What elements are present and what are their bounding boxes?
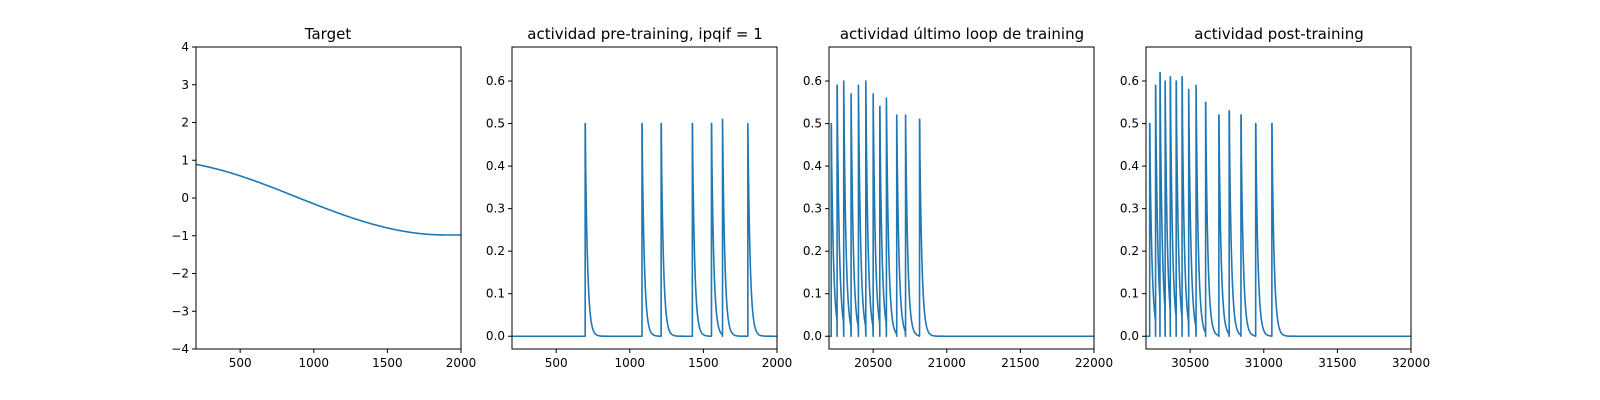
x-tick-label: 22000 bbox=[1075, 356, 1113, 370]
x-tick-label: 500 bbox=[545, 356, 568, 370]
y-tick-label: 3 bbox=[181, 78, 189, 92]
y-tick-label: 0.1 bbox=[486, 287, 505, 301]
panel-1-frame bbox=[195, 46, 462, 350]
y-tick-label: −1 bbox=[171, 229, 189, 243]
x-tick-label: 32000 bbox=[1392, 356, 1430, 370]
x-tick-label: 1500 bbox=[688, 356, 719, 370]
y-tick-label: 0 bbox=[181, 191, 189, 205]
y-tick-label: 0.0 bbox=[803, 329, 822, 343]
y-tick-label: 0.2 bbox=[1120, 244, 1139, 258]
series-line bbox=[511, 118, 778, 338]
x-tick-label: 1500 bbox=[372, 356, 403, 370]
x-tick-label: 30500 bbox=[1171, 356, 1209, 370]
y-tick-label: 0.4 bbox=[803, 159, 822, 173]
series-line bbox=[195, 163, 462, 236]
y-tick-label: 0.2 bbox=[486, 244, 505, 258]
panel-1: Target 500 1000 1500 2000 −4 −3 −2 −1 0 1 2 3 4 bbox=[171, 25, 476, 370]
panel-3-frame bbox=[828, 46, 1095, 350]
y-tick-label: 4 bbox=[181, 40, 189, 54]
x-tick-label: 500 bbox=[229, 356, 252, 370]
y-tick-label: 0.3 bbox=[1120, 202, 1139, 216]
x-tick-label: 1000 bbox=[299, 356, 330, 370]
y-tick-label: 0.0 bbox=[1120, 329, 1139, 343]
panel-2: actividad pre-training, ipqif = 1 500 100… bbox=[486, 25, 792, 370]
y-tick-label: 0.4 bbox=[1120, 159, 1139, 173]
y-tick-label: −4 bbox=[171, 342, 189, 356]
x-tick-label: 31500 bbox=[1318, 356, 1356, 370]
y-tick-label: 0.3 bbox=[803, 202, 822, 216]
y-tick-label: 0.5 bbox=[486, 117, 505, 131]
y-tick-label: 2 bbox=[181, 116, 189, 130]
x-tick-label: 21000 bbox=[928, 356, 966, 370]
series-line bbox=[1145, 71, 1412, 338]
panel-2-frame bbox=[511, 46, 778, 350]
panel-4: actividad post-training 30500 31000 31500 3… bbox=[1120, 25, 1430, 370]
panel-4-title: actividad post-training bbox=[1194, 25, 1363, 43]
panel-1-title: Target bbox=[304, 25, 352, 43]
y-tick-label: 0.1 bbox=[803, 287, 822, 301]
x-tick-label: 20500 bbox=[854, 356, 892, 370]
series-line bbox=[828, 80, 1095, 338]
y-tick-label: 0.5 bbox=[803, 117, 822, 131]
panel-3: actividad último loop de training 20500 2… bbox=[803, 25, 1113, 370]
panel-2-title: actividad pre-training, ipqif = 1 bbox=[527, 25, 763, 43]
y-tick-label: −3 bbox=[171, 304, 189, 318]
y-tick-label: 0.3 bbox=[486, 202, 505, 216]
y-tick-label: 0.1 bbox=[1120, 287, 1139, 301]
y-tick-label: 0.6 bbox=[486, 74, 505, 88]
x-tick-label: 2000 bbox=[446, 356, 477, 370]
y-tick-label: 0.2 bbox=[803, 244, 822, 258]
x-tick-label: 1000 bbox=[615, 356, 646, 370]
y-tick-label: 0.6 bbox=[1120, 74, 1139, 88]
y-tick-label: 0.5 bbox=[1120, 117, 1139, 131]
x-tick-label: 31000 bbox=[1245, 356, 1283, 370]
y-tick-label: 0.4 bbox=[486, 159, 505, 173]
panel-3-title: actividad último loop de training bbox=[840, 25, 1084, 43]
y-tick-label: −2 bbox=[171, 267, 189, 281]
x-tick-label: 2000 bbox=[762, 356, 793, 370]
y-tick-label: 0.0 bbox=[486, 329, 505, 343]
y-tick-label: 0.6 bbox=[803, 74, 822, 88]
panel-4-frame bbox=[1145, 46, 1412, 350]
y-tick-label: 1 bbox=[181, 153, 189, 167]
x-tick-label: 21500 bbox=[1001, 356, 1039, 370]
